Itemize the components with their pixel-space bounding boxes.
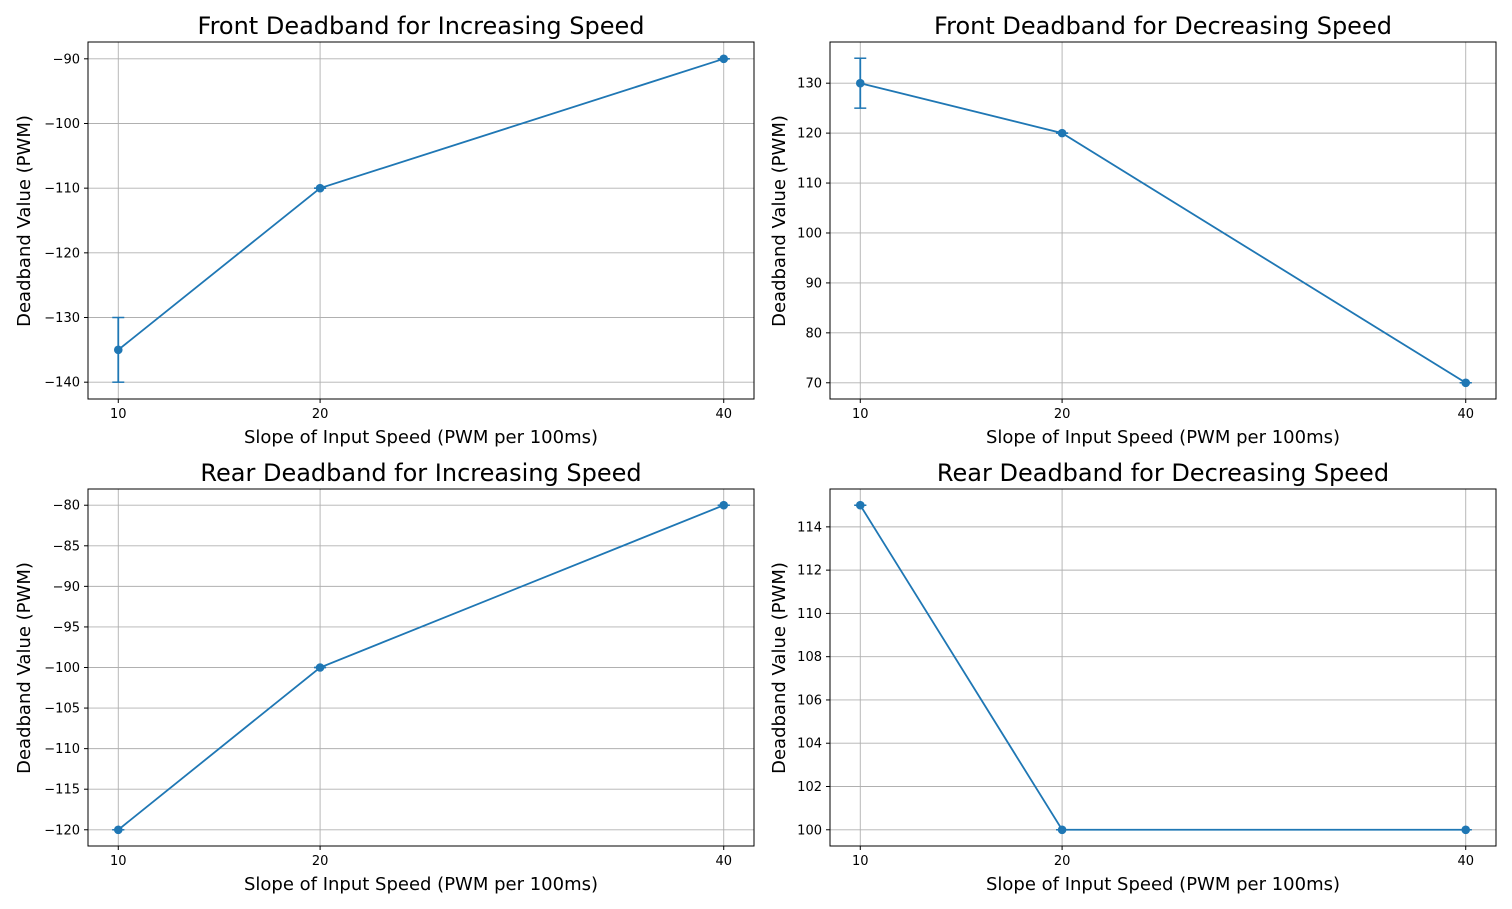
chart-title: Rear Deadband for Increasing Speed <box>200 459 641 487</box>
data-point <box>719 500 729 510</box>
y-tick-label: 70 <box>805 376 822 391</box>
x-tick-label: 20 <box>1054 854 1071 869</box>
y-tick-label: 110 <box>797 177 822 192</box>
data-point <box>855 500 865 510</box>
y-axis-label: Deadband Value (PWM) <box>14 115 35 327</box>
x-tick-label: 40 <box>1457 407 1474 422</box>
y-tick-label: −105 <box>44 702 80 717</box>
y-tick-label: −95 <box>53 620 80 635</box>
data-point <box>113 825 123 835</box>
x-tick-label: 40 <box>715 854 732 869</box>
y-tick-label: 90 <box>805 276 822 291</box>
y-tick-label: −80 <box>53 499 80 514</box>
x-tick-label: 40 <box>1457 854 1474 869</box>
y-tick-label: 102 <box>797 780 822 795</box>
axes-frame <box>829 41 1497 400</box>
y-tick-label: 100 <box>797 823 822 838</box>
y-tick-label: −100 <box>44 661 80 676</box>
data-point <box>113 345 123 355</box>
x-axis-label: Slope of Input Speed (PWM per 100ms) <box>244 427 598 448</box>
data-point <box>1461 378 1471 388</box>
y-tick-label: −100 <box>44 117 80 132</box>
x-tick-label: 20 <box>312 854 329 869</box>
y-tick-label: −120 <box>44 246 80 261</box>
y-axis-label: Deadband Value (PWM) <box>769 115 790 327</box>
subplot-front-increasing: Front Deadband for Increasing Speed Slop… <box>14 12 755 448</box>
y-tick-label: 106 <box>797 693 822 708</box>
y-tick-label: −140 <box>44 376 80 391</box>
y-tick-label: 130 <box>797 77 822 92</box>
data-point <box>315 183 325 193</box>
data-point <box>315 663 325 672</box>
x-axis-label: Slope of Input Speed (PWM per 100ms) <box>244 874 598 895</box>
x-tick-label: 10 <box>110 407 127 422</box>
y-axis-label: Deadband Value (PWM) <box>14 562 35 774</box>
y-tick-label: 120 <box>797 127 822 142</box>
y-tick-label: 110 <box>797 607 822 622</box>
axes-frame <box>87 41 755 400</box>
y-tick-label: 108 <box>797 650 822 665</box>
x-tick-label: 10 <box>852 854 869 869</box>
x-tick-label: 40 <box>715 407 732 422</box>
y-tick-label: 112 <box>797 564 822 579</box>
y-tick-label: 100 <box>797 226 822 241</box>
y-tick-label: −130 <box>44 311 80 326</box>
x-tick-label: 10 <box>852 407 869 422</box>
data-point <box>1057 825 1067 835</box>
x-tick-label: 10 <box>110 854 127 869</box>
data-point <box>1057 128 1067 138</box>
chart-title: Front Deadband for Increasing Speed <box>198 12 645 40</box>
y-tick-label: −90 <box>53 580 80 595</box>
data-point <box>1461 825 1471 835</box>
x-axis-label: Slope of Input Speed (PWM per 100ms) <box>986 427 1340 448</box>
y-tick-label: −85 <box>53 539 80 554</box>
x-axis-label: Slope of Input Speed (PWM per 100ms) <box>986 874 1340 895</box>
data-point <box>719 54 729 64</box>
subplot-rear-decreasing: Rear Deadband for Decreasing Speed Slope… <box>769 459 1497 895</box>
y-tick-label: 114 <box>797 520 822 535</box>
y-tick-label: −90 <box>53 52 80 67</box>
subplot-rear-increasing: Rear Deadband for Increasing Speed Slope… <box>14 459 755 895</box>
data-point <box>855 78 865 88</box>
y-tick-label: −110 <box>44 182 80 197</box>
y-tick-label: 104 <box>797 737 822 752</box>
x-tick-label: 20 <box>1054 407 1071 422</box>
y-tick-label: −115 <box>44 783 80 798</box>
axes-frame <box>829 488 1497 847</box>
chart-title: Front Deadband for Decreasing Speed <box>934 12 1392 40</box>
chart-title: Rear Deadband for Decreasing Speed <box>937 459 1389 487</box>
y-tick-label: −120 <box>44 823 80 838</box>
subplot-front-decreasing: Front Deadband for Decreasing Speed Slop… <box>769 12 1497 448</box>
x-tick-label: 20 <box>312 407 329 422</box>
y-tick-label: −110 <box>44 742 80 757</box>
y-tick-label: 80 <box>805 326 822 341</box>
y-axis-label: Deadband Value (PWM) <box>769 562 790 774</box>
